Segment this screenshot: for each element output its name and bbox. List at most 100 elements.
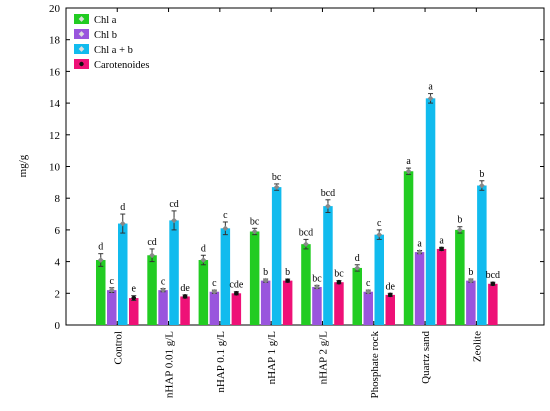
y-tick-label: 0 xyxy=(55,320,61,332)
bar xyxy=(282,280,293,325)
category-label: nHAP 0.1 g/L xyxy=(215,331,227,393)
bar xyxy=(129,298,139,325)
mean-marker xyxy=(490,281,496,287)
mean-marker xyxy=(97,257,104,263)
bar xyxy=(260,280,271,325)
legend-label: Carotenoides xyxy=(94,60,149,71)
bar xyxy=(107,290,117,325)
y-tick-label: 18 xyxy=(49,35,61,47)
bar xyxy=(352,267,362,325)
significance-label: a xyxy=(406,156,411,167)
significance-label: a xyxy=(428,82,433,93)
significance-label: cd xyxy=(147,237,156,248)
bar xyxy=(231,293,242,325)
y-axis: 0 2 4 6 8 10 12 14 16 18 20 xyxy=(49,3,544,332)
significance-label: c xyxy=(212,278,217,289)
y-tick-label: 20 xyxy=(49,3,61,15)
mean-marker xyxy=(354,265,361,271)
bar xyxy=(477,185,487,325)
significance-label: c xyxy=(223,210,228,221)
bar xyxy=(147,255,157,325)
category-label: nHAP 2 g/L xyxy=(317,331,329,385)
significance-label: bc xyxy=(250,216,260,227)
mean-marker xyxy=(251,228,258,235)
significance-label: de xyxy=(180,283,190,294)
mean-marker xyxy=(439,246,444,252)
bar xyxy=(271,187,282,325)
bar xyxy=(96,260,106,325)
mean-marker xyxy=(325,203,331,209)
bar xyxy=(414,252,425,325)
mean-marker xyxy=(119,220,126,227)
bar xyxy=(436,248,447,325)
mean-marker xyxy=(160,287,166,293)
legend-marker xyxy=(79,61,84,67)
significance-label: cde xyxy=(229,280,243,291)
bar xyxy=(249,231,260,325)
error-bars xyxy=(97,93,496,301)
mean-marker xyxy=(131,295,137,301)
bar xyxy=(169,220,179,325)
mean-marker xyxy=(211,288,218,295)
y-tick-label: 10 xyxy=(49,162,61,174)
bar xyxy=(118,223,128,325)
mean-marker xyxy=(457,227,463,233)
mean-marker xyxy=(468,277,474,284)
y-tick-label: 14 xyxy=(49,98,61,110)
significance-label: bcd xyxy=(321,188,335,199)
significance-label: c xyxy=(377,218,382,229)
category-label: Phosphate rock xyxy=(369,331,381,399)
y-tick-label: 16 xyxy=(49,66,61,78)
bar xyxy=(455,229,465,325)
legend-label: Chl a + b xyxy=(94,45,133,56)
mean-marker xyxy=(262,277,269,284)
mean-marker xyxy=(336,279,342,285)
significance-label: bcd xyxy=(486,270,500,281)
bar xyxy=(198,260,209,325)
legend-marker xyxy=(78,16,85,22)
category-label: Zeolite xyxy=(471,331,483,362)
mean-marker xyxy=(285,278,290,283)
bar xyxy=(323,206,333,325)
mean-marker xyxy=(387,292,393,298)
significance-label: bc xyxy=(272,172,282,183)
bar xyxy=(220,228,231,325)
significance-label: b xyxy=(479,169,484,180)
mean-marker xyxy=(416,249,423,255)
significance-label: bc xyxy=(312,273,322,284)
bar xyxy=(180,296,190,325)
significance-label: bc xyxy=(334,269,344,280)
bar xyxy=(403,171,414,325)
mean-marker xyxy=(427,95,434,102)
mean-marker xyxy=(479,182,485,189)
y-tick-label: 6 xyxy=(55,225,61,237)
significance-label: de xyxy=(386,281,396,292)
category-label: Quartz sand xyxy=(420,331,432,384)
significance-label: a xyxy=(417,239,422,250)
significance-label: c xyxy=(110,276,115,287)
bars xyxy=(96,98,498,325)
mean-marker xyxy=(222,225,229,232)
y-tick-label: 4 xyxy=(55,257,61,269)
significance-label: d xyxy=(201,243,206,254)
bar xyxy=(301,244,311,325)
legend: Chl a Chl b Chl a + b Carotenoides xyxy=(70,12,156,74)
significance-label: e xyxy=(132,284,137,295)
x-axis: Control nHAP 0.01 g/L nHAP 0.1 g/L nHAP 1 g… xyxy=(112,8,483,399)
bar xyxy=(374,234,384,325)
bar xyxy=(334,282,344,325)
significance-label: a xyxy=(439,235,444,246)
category-label: nHAP 0.01 g/L xyxy=(164,331,176,398)
mean-marker xyxy=(376,231,383,238)
significance-label: d xyxy=(355,253,360,264)
bar xyxy=(209,291,220,325)
y-tick-label: 12 xyxy=(49,130,60,142)
mean-marker xyxy=(200,257,207,263)
y-tick-label: 2 xyxy=(55,288,61,300)
significance-label: cd xyxy=(169,199,178,210)
significance-label: c xyxy=(366,278,371,289)
mean-marker xyxy=(171,217,177,224)
y-tick-label: 8 xyxy=(55,193,61,205)
mean-marker xyxy=(314,284,320,290)
